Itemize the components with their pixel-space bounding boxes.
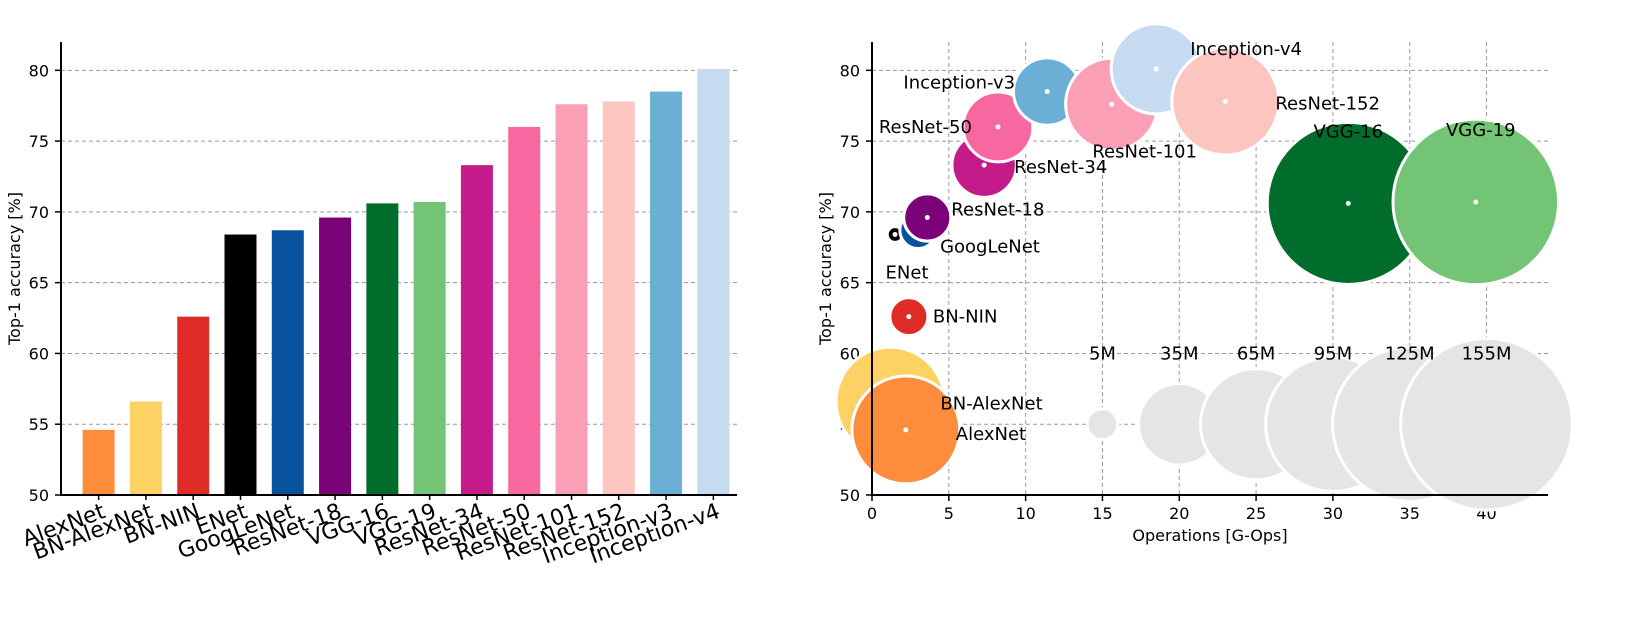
bar-googlenet <box>271 230 304 495</box>
bar-chart: 50556065707580AlexNetBN-AlexNetBN-NINENe… <box>5 42 737 569</box>
bubble-x-tick-label: 15 <box>1092 504 1112 523</box>
bubble-label-vgg-16: VGG-16 <box>1313 121 1383 142</box>
bubble-vgg-19 <box>1391 117 1561 287</box>
bubble-x-tick-label: 5 <box>944 504 954 523</box>
size-legend-label: 35M <box>1160 343 1198 364</box>
bar-y-axis-label: Top-1 accuracy [%] <box>5 192 24 346</box>
bar-y-tick-label: 70 <box>29 203 49 222</box>
bubble-vgg-16-center <box>1345 200 1351 206</box>
bubble-x-tick-label: 25 <box>1246 504 1266 523</box>
bubble-x-tick-label: 0 <box>867 504 877 523</box>
bubble-label-resnet-101: ResNet-101 <box>1092 141 1197 162</box>
bubble-label-resnet-50: ResNet-50 <box>879 117 972 138</box>
bubble-vgg-19-center <box>1473 199 1479 205</box>
bubble-resnet-50 <box>961 90 1035 164</box>
bar-resnet-18 <box>319 217 352 495</box>
bar-resnet-34 <box>460 165 493 496</box>
bubble-x-tick-label: 20 <box>1169 504 1189 523</box>
size-legend-label: 155M <box>1462 343 1512 364</box>
bubble-resnet-18-center <box>924 215 930 221</box>
bubble-inception-v4-center <box>1153 66 1159 72</box>
bubble-bn-nin <box>888 296 930 338</box>
size-legend-bubble-155m <box>1399 336 1574 512</box>
bar-y-tick-label: 80 <box>29 61 49 80</box>
bubble-label-vgg-19: VGG-19 <box>1446 120 1516 141</box>
size-legend-bubble-5m <box>1085 407 1120 442</box>
bar-bn-nin <box>177 316 210 495</box>
bubble-x-tick-label: 10 <box>1015 504 1035 523</box>
bubble-chart: 5055606570758005101520253035405M35M65M95… <box>816 22 1574 545</box>
bar-inception-v3 <box>650 91 683 495</box>
bar-bn-alexnet <box>129 401 162 495</box>
bubble-resnet-152 <box>1170 46 1281 157</box>
bubble-label-bn-nin: BN-NIN <box>933 307 998 328</box>
bubble-label-bn-alexnet: BN-AlexNet <box>940 394 1042 415</box>
bubble-y-tick-label: 65 <box>840 274 860 293</box>
bubble-label-inception-v4: Inception-v4 <box>1190 39 1302 60</box>
bubble-resnet-50-center <box>995 124 1001 130</box>
bubble-resnet-101-center <box>1109 101 1115 107</box>
bubble-x-axis-label: Operations [G-Ops] <box>1132 526 1287 545</box>
bar-inception-v4 <box>697 68 730 495</box>
bar-vgg-19 <box>413 201 446 495</box>
bar-vgg-16 <box>366 203 399 495</box>
bubble-alexnet-center <box>903 427 909 433</box>
bar-y-tick-label: 65 <box>29 274 49 293</box>
bar-resnet-152 <box>602 101 635 496</box>
bubble-label-resnet-34: ResNet-34 <box>1014 157 1107 178</box>
bar-resnet-101 <box>555 104 588 495</box>
size-legend-label: 5M <box>1089 343 1116 364</box>
bubble-inception-v3-center <box>1044 89 1050 95</box>
bubble-y-tick-label: 75 <box>840 132 860 151</box>
bar-resnet-50 <box>508 126 541 495</box>
bar-enet <box>224 234 257 495</box>
bubble-label-resnet-152: ResNet-152 <box>1275 93 1380 114</box>
size-legend-label: 65M <box>1237 343 1275 364</box>
bubble-alexnet <box>850 374 962 486</box>
bubble-resnet-152-center <box>1222 98 1228 104</box>
bar-alexnet <box>82 429 115 495</box>
bubble-label-alexnet: AlexNet <box>956 424 1026 445</box>
bubble-bn-nin-center <box>906 314 912 320</box>
size-legend-label: 95M <box>1314 343 1352 364</box>
bubble-label-resnet-18: ResNet-18 <box>951 200 1044 221</box>
bar-y-tick-label: 60 <box>29 344 49 363</box>
size-legend-label: 125M <box>1385 343 1435 364</box>
bubble-y-tick-label: 80 <box>840 61 860 80</box>
bubble-y-axis-label: Top-1 accuracy [%] <box>816 192 835 346</box>
bubble-resnet-18 <box>902 192 953 243</box>
bubble-x-tick-label: 30 <box>1323 504 1343 523</box>
bubble-label-googlenet: GoogLeNet <box>940 236 1040 257</box>
bubble-enet-center <box>892 232 898 238</box>
bubble-y-tick-label: 70 <box>840 203 860 222</box>
bubble-label-enet: ENet <box>886 263 929 284</box>
bubble-resnet-34-center <box>981 162 987 168</box>
bubble-label-inception-v3: Inception-v3 <box>903 73 1015 94</box>
bubble-x-tick-label: 35 <box>1400 504 1420 523</box>
bubble-y-tick-label: 50 <box>840 486 860 505</box>
bar-y-tick-label: 75 <box>29 132 49 151</box>
bar-y-tick-label: 50 <box>29 486 49 505</box>
bar-y-tick-label: 55 <box>29 415 49 434</box>
